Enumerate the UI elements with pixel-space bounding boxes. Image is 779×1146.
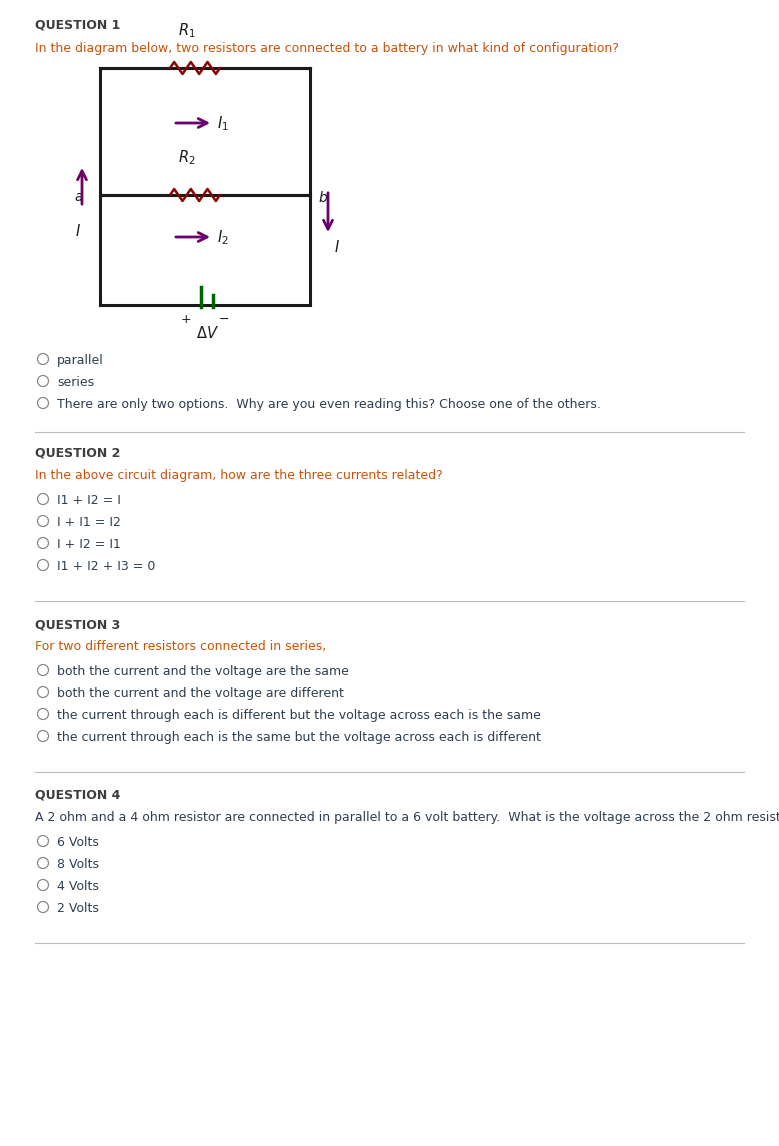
Text: $I$: $I$ <box>75 223 81 240</box>
Text: the current through each is the same but the voltage across each is different: the current through each is the same but… <box>57 731 541 744</box>
Text: $R_2$: $R_2$ <box>178 148 196 167</box>
Text: A 2 ohm and a 4 ohm resistor are connected in parallel to a 6 volt battery.  Wha: A 2 ohm and a 4 ohm resistor are connect… <box>35 811 779 824</box>
Text: I + I2 = I1: I + I2 = I1 <box>57 537 121 551</box>
Text: QUESTION 2: QUESTION 2 <box>35 447 121 460</box>
Text: both the current and the voltage are different: both the current and the voltage are dif… <box>57 686 344 700</box>
Text: both the current and the voltage are the same: both the current and the voltage are the… <box>57 665 349 678</box>
Text: the current through each is different but the voltage across each is the same: the current through each is different bu… <box>57 709 541 722</box>
Text: I1 + I2 = I: I1 + I2 = I <box>57 494 121 507</box>
Text: 6 Volts: 6 Volts <box>57 835 99 849</box>
Text: QUESTION 1: QUESTION 1 <box>35 18 121 31</box>
Text: $I_2$: $I_2$ <box>217 229 229 248</box>
Text: $I_1$: $I_1$ <box>217 115 229 133</box>
Text: I + I1 = I2: I + I1 = I2 <box>57 516 121 529</box>
Text: QUESTION 4: QUESTION 4 <box>35 788 121 802</box>
Text: I1 + I2 + I3 = 0: I1 + I2 + I3 = 0 <box>57 560 155 573</box>
Text: parallel: parallel <box>57 354 104 367</box>
Text: −: − <box>219 313 230 325</box>
Text: +: + <box>181 313 191 325</box>
Text: $b$: $b$ <box>318 189 328 204</box>
Text: In the above circuit diagram, how are the three currents related?: In the above circuit diagram, how are th… <box>35 469 442 482</box>
Text: There are only two options.  Why are you even reading this? Choose one of the ot: There are only two options. Why are you … <box>57 398 601 411</box>
Text: series: series <box>57 376 94 388</box>
Text: $a$: $a$ <box>75 190 84 204</box>
Text: $\Delta V$: $\Delta V$ <box>196 325 218 342</box>
Text: 8 Volts: 8 Volts <box>57 858 99 871</box>
Text: For two different resistors connected in series,: For two different resistors connected in… <box>35 639 326 653</box>
Text: QUESTION 3: QUESTION 3 <box>35 618 120 631</box>
Text: 4 Volts: 4 Volts <box>57 880 99 893</box>
Text: 2 Volts: 2 Volts <box>57 902 99 915</box>
Text: In the diagram below, two resistors are connected to a battery in what kind of c: In the diagram below, two resistors are … <box>35 42 619 55</box>
Text: $I$: $I$ <box>334 240 340 256</box>
Text: $R_1$: $R_1$ <box>178 22 196 40</box>
